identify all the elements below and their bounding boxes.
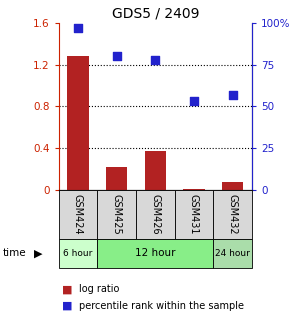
Point <box>192 99 196 104</box>
Text: GSM424: GSM424 <box>73 194 83 234</box>
Text: ▶: ▶ <box>34 249 42 258</box>
Text: time: time <box>3 249 27 258</box>
Point <box>153 57 158 62</box>
Text: ■: ■ <box>62 284 72 294</box>
Text: GSM431: GSM431 <box>189 194 199 234</box>
Point <box>76 25 80 30</box>
Text: GSM425: GSM425 <box>112 194 122 234</box>
Text: GSM432: GSM432 <box>228 194 238 234</box>
Text: ■: ■ <box>62 301 72 311</box>
Point <box>114 54 119 59</box>
Text: percentile rank within the sample: percentile rank within the sample <box>79 301 244 311</box>
Text: 12 hour: 12 hour <box>135 249 176 258</box>
Bar <box>222 182 243 190</box>
Bar <box>183 189 205 190</box>
Bar <box>67 56 88 190</box>
Title: GDS5 / 2409: GDS5 / 2409 <box>112 6 199 20</box>
Text: 6 hour: 6 hour <box>63 249 93 258</box>
Text: log ratio: log ratio <box>79 284 120 294</box>
Text: GSM426: GSM426 <box>150 194 160 234</box>
Point <box>230 92 235 97</box>
Text: 24 hour: 24 hour <box>215 249 250 258</box>
Bar <box>145 151 166 190</box>
Bar <box>106 167 127 190</box>
